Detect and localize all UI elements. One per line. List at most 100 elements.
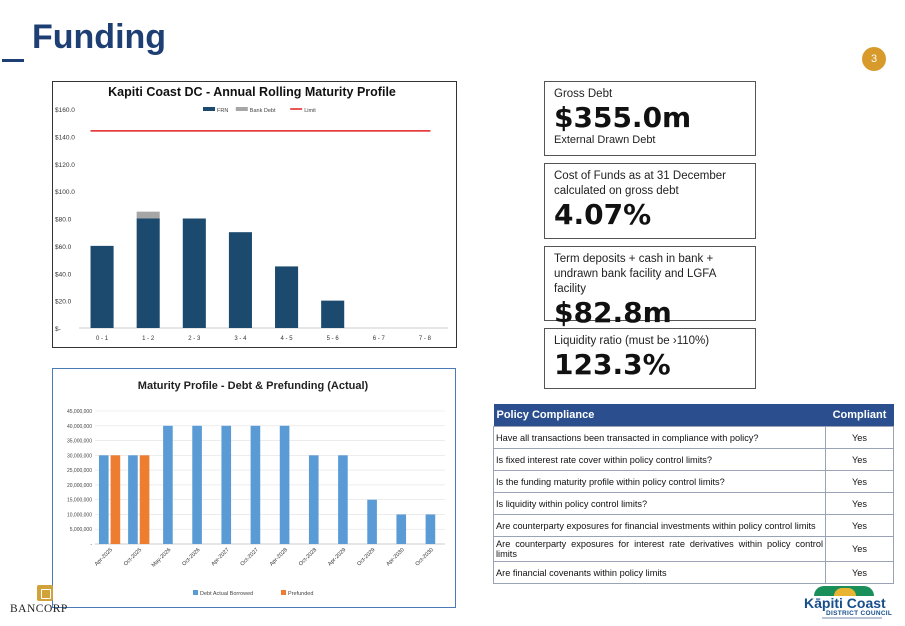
bar-debt-actual (163, 425, 173, 544)
policy-answer: Yes (825, 426, 894, 449)
x-tick-label: Oct-2030 (415, 547, 435, 567)
x-tick-label: 7 - 8 (419, 336, 432, 342)
bar-debt-actual (279, 425, 290, 544)
bar-prefunded (110, 455, 121, 544)
x-tick-label: Oct-2029 (356, 547, 376, 567)
policy-answer: Yes (825, 536, 894, 562)
y-tick-label: $- (55, 326, 61, 333)
x-tick-label: 4 - 5 (281, 336, 294, 342)
x-tick-label: Apr-2028 (269, 547, 289, 567)
x-tick-label: Apr-2030 (385, 547, 405, 567)
policy-question: Are counterparty exposures for interest … (493, 536, 826, 562)
bar-frn (275, 266, 299, 328)
table-row: Is liquidity within policy control limit… (493, 492, 894, 515)
chart-title: Maturity Profile - Debt & Prefunding (Ac… (138, 380, 369, 392)
y-tick-label: $80.0 (55, 217, 72, 224)
x-tick-label: 5 - 6 (327, 336, 340, 342)
bar-debt-actual (425, 514, 436, 544)
bancorp-emblem-icon (37, 585, 53, 601)
x-tick-label: Apr-2025 (94, 547, 114, 567)
debt-prefunding-svg: Maturity Profile - Debt & Prefunding (Ac… (67, 380, 445, 597)
metric-label: Liquidity ratio (must be ›110%) (554, 335, 710, 347)
metric-value: 4.07% (554, 198, 652, 231)
policy-answer: Yes (825, 448, 894, 471)
legend-label: Bank Debt (250, 108, 276, 114)
legend-swatch (203, 107, 215, 111)
bar-debt-actual (396, 514, 407, 544)
x-tick-label: May-2026 (151, 547, 173, 569)
legend-swatch (235, 107, 248, 111)
metric-liquidity-ratio: Liquidity ratio (must be ›110%) 123.3% (544, 328, 756, 389)
x-tick-label: Apr-2029 (327, 547, 347, 567)
y-tick-label: 45,000,000 (67, 409, 92, 415)
y-tick-label: $100.0 (55, 189, 75, 196)
x-tick-label: 1 - 2 (142, 336, 155, 342)
maturity-profile-svg: Kapiti Coast DC - Annual Rolling Maturit… (55, 85, 448, 342)
y-tick-label: - (90, 542, 92, 548)
x-tick-label: Oct-2026 (181, 547, 201, 567)
council-name: Kāpiti Coast (804, 595, 886, 611)
metric-cost-of-funds: Cost of Funds as at 31 December calculat… (544, 163, 756, 239)
y-tick-label: 35,000,000 (67, 439, 92, 445)
x-tick-label: Oct-2028 (298, 547, 318, 567)
bar-debt-actual (338, 455, 348, 544)
metric-sub: External Drawn Debt (554, 134, 656, 146)
policy-question: Are counterparty exposures for financial… (493, 514, 826, 537)
policy-answer: Yes (825, 561, 894, 584)
y-tick-label: 30,000,000 (67, 453, 92, 459)
table-row: Is the funding maturity profile within p… (493, 470, 894, 493)
y-tick-label: $20.0 (55, 299, 72, 306)
metric-liquidity-sources: Term deposits + cash in bank + undrawn b… (544, 246, 756, 329)
y-tick-label: 20,000,000 (67, 483, 92, 489)
y-tick-label: $60.0 (55, 244, 72, 251)
bar-debt-actual (192, 425, 202, 544)
bancorp-wordmark: BANCORP (10, 603, 68, 615)
policy-question: Are financial covenants within policy li… (493, 561, 826, 584)
metric-gross-debt: Gross Debt $355.0m External Drawn Debt (544, 81, 756, 156)
x-tick-label: Oct-2027 (240, 547, 260, 567)
metric-label: Gross Debt (554, 88, 613, 100)
y-tick-label: $40.0 (55, 271, 72, 278)
x-tick-label: 6 - 7 (373, 336, 386, 342)
bar-frn (182, 218, 206, 328)
bar-debt-actual (367, 499, 377, 544)
bar-debt-actual (221, 425, 232, 544)
bar-debt-actual (98, 455, 109, 544)
y-tick-label: $120.0 (55, 162, 75, 169)
bar-debt-actual (308, 455, 319, 544)
x-tick-label: 0 - 1 (96, 336, 109, 342)
legend-label: FRN (217, 108, 228, 114)
x-tick-label: 2 - 3 (188, 336, 201, 342)
policy-answer: Yes (825, 470, 894, 493)
bar-frn (136, 218, 160, 328)
metric-value: $355.0m (554, 101, 692, 134)
y-tick-label: $140.0 (55, 134, 75, 141)
table-header-row: Policy Compliance Compliant (493, 404, 894, 427)
debt-prefunding-chart: Maturity Profile - Debt & Prefunding (Ac… (52, 368, 456, 608)
policy-question: Is liquidity within policy control limit… (493, 492, 826, 515)
council-subtitle: DISTRICT COUNCIL (826, 610, 893, 617)
chart-title: Kapiti Coast DC - Annual Rolling Maturit… (108, 85, 396, 99)
title-accent-dash (2, 59, 24, 62)
bar-prefunded (139, 455, 150, 544)
x-tick-label: Oct-2025 (123, 547, 143, 567)
kapiti-coast-logo: Kāpiti Coast DISTRICT COUNCIL (800, 586, 893, 622)
page-number-badge: 3 (862, 47, 886, 71)
y-tick-label: 10,000,000 (67, 512, 92, 518)
metric-label: Term deposits + cash in bank + undrawn b… (554, 253, 716, 295)
legend-label: Debt Actual Borrowed (200, 591, 253, 597)
policy-question: Have all transactions been transacted in… (493, 426, 826, 449)
metric-value: $82.8m (554, 296, 672, 329)
y-tick-label: 15,000,000 (67, 498, 92, 504)
y-tick-label: 5,000,000 (70, 527, 92, 533)
metric-value: 123.3% (554, 348, 671, 381)
x-tick-label: 3 - 4 (234, 336, 247, 342)
compliant-header: Compliant (825, 404, 894, 427)
policy-question: Is fixed interest rate cover within poli… (493, 448, 826, 471)
bar-bank-debt (136, 211, 160, 219)
metric-label: Cost of Funds as at 31 December calculat… (554, 170, 726, 197)
page-title: Funding (32, 18, 167, 56)
bar-frn (90, 245, 114, 328)
legend-swatch (193, 590, 198, 595)
table-row: Are counterparty exposures for interest … (493, 536, 894, 562)
